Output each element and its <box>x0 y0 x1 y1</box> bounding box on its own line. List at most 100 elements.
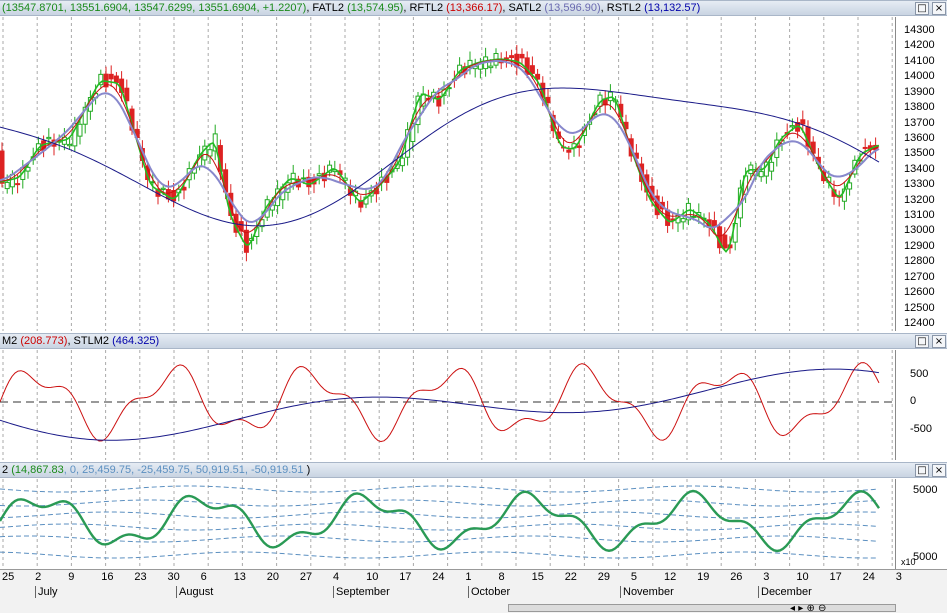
price-tick-label: 13700 <box>904 116 935 129</box>
navigation-buttons[interactable]: ◂ ▸ ⊕ ⊖ <box>790 603 826 614</box>
maximize-oscillator1-pane-button[interactable]: □ <box>915 335 929 348</box>
day-tick-label: 22 <box>564 571 577 583</box>
price-tick-label: 13300 <box>904 178 935 191</box>
price-tick-label: 13900 <box>904 85 935 98</box>
candle-body <box>202 145 208 161</box>
maximize-price-pane-button[interactable]: □ <box>915 2 929 15</box>
candle-body <box>769 161 775 172</box>
zoom-in-icon[interactable]: ⊕ <box>806 603 815 614</box>
rbci-line <box>0 362 880 443</box>
price-pane-header: (13547.8701, 13551.6904, 13547.6299, 135… <box>0 0 947 16</box>
band-line <box>0 511 877 519</box>
scroll-right-icon[interactable]: ▸ <box>798 603 804 614</box>
candle-body <box>800 119 806 125</box>
close-price-pane-button[interactable]: × <box>932 2 946 15</box>
candle-body <box>722 234 728 249</box>
price-tick-label: 12700 <box>904 270 935 283</box>
price-chart[interactable] <box>0 17 895 331</box>
close-oscillator2-pane-button[interactable]: × <box>932 464 946 477</box>
candle-body <box>566 149 572 153</box>
price-tick-label: 13200 <box>904 193 935 206</box>
candle-body <box>535 73 541 80</box>
rstl-line <box>0 87 880 227</box>
day-tick-label: 1 <box>465 571 472 583</box>
candle-body <box>436 95 442 107</box>
candle-body <box>680 218 686 223</box>
price-tick-label: 13100 <box>904 209 935 222</box>
candle-body <box>665 209 671 226</box>
day-tick-label: 2 <box>35 571 42 583</box>
candle-body <box>113 75 119 84</box>
candle-body <box>847 182 853 190</box>
day-tick-label: 12 <box>664 571 677 583</box>
stlm-line <box>0 368 880 441</box>
price-tick-label: 14300 <box>904 24 935 36</box>
oscillator1-tick-label: -500 <box>910 422 933 435</box>
oscillator1-chart[interactable] <box>0 350 895 460</box>
oscillator2-multiplier: x10 <box>901 557 916 567</box>
legend-segment: , RSTL2 <box>600 2 645 14</box>
day-tick-label: 27 <box>299 571 313 583</box>
candle-body <box>160 187 166 190</box>
candle-body <box>415 95 421 126</box>
candle-body <box>0 150 5 184</box>
maximize-oscillator2-pane-button[interactable]: □ <box>915 464 929 477</box>
band-line <box>0 523 877 531</box>
month-label: July <box>35 586 58 598</box>
candle-body <box>301 177 307 180</box>
legend-segment: (13,574.95) <box>347 2 404 14</box>
oscillator2-tick-label: 5000 <box>913 551 938 563</box>
candle-body <box>519 53 525 59</box>
candle-body <box>316 173 322 177</box>
price-tick-label: 12500 <box>904 301 935 314</box>
month-label: September <box>333 586 390 598</box>
day-tick-label: 3 <box>895 571 902 583</box>
horizontal-scrollbar[interactable] <box>508 604 896 612</box>
day-tick-label: 4 <box>333 571 340 583</box>
legend-segment: (208.773) <box>20 335 68 347</box>
day-tick-label: 25 <box>2 571 15 583</box>
price-tick-label: 14100 <box>904 54 935 67</box>
day-tick-label: 23 <box>134 571 147 583</box>
candle-body <box>306 176 312 188</box>
legend-segment: (13,132.57) <box>644 2 701 14</box>
legend-segment: , STLM2 <box>67 335 113 347</box>
day-tick-label: 20 <box>266 571 280 583</box>
legend-segment: (13547.8701, 13551.6904, 13547.6299, 135… <box>2 2 307 14</box>
fatl-line <box>0 58 880 253</box>
oscillator1-legend: M2 (208.773), STLM2 (464.325) <box>2 335 159 348</box>
price-tick-label: 13500 <box>904 147 935 160</box>
oscillator2-chart[interactable] <box>0 479 895 569</box>
price-tick-label: 13600 <box>904 131 935 144</box>
price-tick-label: 12600 <box>904 286 935 299</box>
day-tick-label: 30 <box>167 571 180 583</box>
oscillator2-legend: 2 (14,867.83, 0, 25,459.75, -25,459.75, … <box>2 464 310 477</box>
candle-body <box>691 215 697 218</box>
candle-body <box>77 123 83 137</box>
oscillator2-y-axis: 5000 5000 x10 <box>895 479 947 569</box>
candle-body <box>4 181 10 190</box>
month-label: November <box>620 586 674 598</box>
candle-body <box>171 190 177 202</box>
zoom-out-icon[interactable]: ⊖ <box>818 603 827 614</box>
band-line <box>0 551 877 559</box>
day-tick-label: 24 <box>862 571 875 583</box>
legend-segment: , 0, 25,459.75, -25,459.75, 50,919.51, -… <box>63 464 304 476</box>
candle-body <box>654 195 660 216</box>
candle-body <box>789 125 795 128</box>
oscillator2-pane-header: 2 (14,867.83, 0, 25,459.75, -25,459.75, … <box>0 462 947 478</box>
close-oscillator1-pane-button[interactable]: × <box>932 335 946 348</box>
legend-segment: (13,366.17) <box>446 2 503 14</box>
candle-body <box>124 87 130 102</box>
day-tick-label: 10 <box>796 571 809 583</box>
scroll-left-icon[interactable]: ◂ <box>790 603 796 614</box>
candle-body <box>82 106 88 125</box>
candle-body <box>758 171 764 178</box>
oscillator1-tick-label: 0 <box>910 395 917 407</box>
candle-body <box>243 229 249 253</box>
oscillator1-tick-label: 500 <box>910 367 929 380</box>
price-tick-label: 13800 <box>904 101 935 114</box>
candle-body <box>108 73 114 80</box>
candle-body <box>15 183 21 186</box>
satl-line <box>0 59 880 229</box>
